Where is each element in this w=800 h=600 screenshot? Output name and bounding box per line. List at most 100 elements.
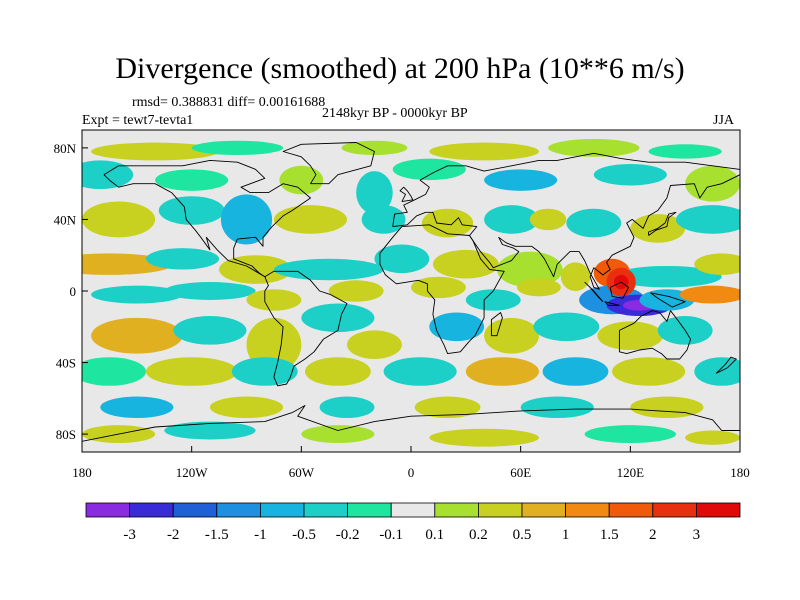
field-contour bbox=[273, 205, 348, 234]
colorbar: -3 -2 -1.5 -1 -0.5 -0.2 -0.1 0.1 0.2 0.5 1 1.5 2 3 bbox=[85, 502, 741, 543]
field-contour bbox=[484, 317, 539, 354]
colorbar-swatch bbox=[390, 502, 436, 518]
coastline-segment bbox=[103, 159, 311, 278]
colorbar-label: 3 bbox=[693, 527, 701, 543]
field-contour bbox=[383, 357, 457, 386]
colorbar-label: 1 bbox=[562, 527, 570, 543]
field-contour bbox=[676, 205, 740, 234]
field-contour bbox=[548, 138, 640, 157]
field-contour bbox=[465, 357, 539, 386]
field-contour bbox=[612, 357, 686, 386]
colorbar-label: 0.5 bbox=[513, 527, 532, 543]
coastline-segment bbox=[618, 310, 692, 360]
colorbar-label: 0.2 bbox=[469, 527, 488, 543]
field-contour bbox=[82, 357, 146, 386]
field-contour bbox=[560, 262, 591, 292]
colorbar-swatch bbox=[172, 502, 218, 518]
coastline-segment bbox=[82, 405, 740, 442]
field-contour bbox=[597, 321, 664, 351]
field-contour bbox=[648, 144, 722, 159]
colorbar-label: 2 bbox=[649, 527, 657, 543]
lon-tick-label: 120W bbox=[176, 465, 209, 480]
field-contour bbox=[191, 140, 284, 156]
field-contour bbox=[164, 421, 256, 440]
field-contour bbox=[158, 196, 225, 225]
colorbar-label: 1.5 bbox=[600, 527, 619, 543]
coastline-segment bbox=[609, 281, 629, 299]
colorbar-swatch bbox=[652, 502, 697, 518]
field-contour bbox=[356, 171, 393, 215]
colorbar-swatch bbox=[565, 502, 610, 518]
field-contour bbox=[432, 249, 499, 279]
experiment-text: Expt = tewt7-tevta1 bbox=[82, 113, 194, 128]
field-contour bbox=[414, 396, 481, 419]
field-contour bbox=[612, 265, 722, 288]
field-contour bbox=[374, 244, 430, 274]
field-contour bbox=[279, 165, 324, 195]
colorbar-swatch bbox=[347, 502, 392, 518]
coastline-segment bbox=[282, 142, 375, 185]
colorbar-label: -3 bbox=[123, 527, 136, 543]
lat-tick-label: 0 bbox=[70, 284, 77, 299]
colorbar-label: 0.1 bbox=[425, 527, 444, 543]
field-contour bbox=[209, 396, 284, 419]
lon-tick-label: 180 bbox=[72, 465, 92, 480]
field-contour bbox=[91, 285, 183, 304]
field-contour bbox=[347, 330, 402, 359]
field-contour bbox=[301, 303, 375, 333]
field-contour bbox=[542, 357, 609, 386]
colorbar-swatch bbox=[259, 502, 305, 518]
coastline-segment bbox=[650, 292, 686, 308]
field-contour bbox=[520, 396, 594, 419]
stats-text: rmsd= 0.388831 diff= 0.00161688 bbox=[132, 95, 326, 110]
colorbar-swatch bbox=[303, 502, 348, 518]
field-contour bbox=[566, 208, 622, 238]
field-contour bbox=[145, 248, 220, 270]
field-contour bbox=[100, 396, 174, 419]
field-contour bbox=[82, 160, 134, 190]
coastline-segment bbox=[490, 312, 503, 337]
field-contour bbox=[429, 428, 539, 447]
lon-tick-label: 60E bbox=[510, 465, 531, 480]
field-contour bbox=[411, 276, 466, 299]
lon-tick-label: 180 bbox=[730, 465, 750, 480]
latitude-ticks: 80N 40N 0 40S 80S bbox=[54, 141, 88, 442]
lat-tick-label: 40N bbox=[54, 212, 77, 227]
field-contour bbox=[328, 280, 384, 302]
field-contour bbox=[529, 208, 567, 231]
field-contour bbox=[155, 169, 229, 191]
field-contour bbox=[484, 169, 558, 191]
coastline-segment bbox=[604, 301, 620, 306]
field-contour bbox=[465, 289, 521, 311]
field-contour bbox=[82, 201, 156, 238]
season-text: JJA bbox=[713, 113, 735, 128]
field-contour bbox=[145, 357, 238, 386]
divergence-field bbox=[82, 130, 740, 452]
field-contour bbox=[694, 253, 740, 275]
field-contour bbox=[231, 357, 298, 386]
longitude-ticks: 180 120W 60W 0 60E 120E 180 bbox=[72, 446, 750, 480]
field-contour bbox=[593, 163, 667, 186]
field-contour bbox=[685, 165, 740, 202]
lon-tick-label: 120E bbox=[617, 465, 645, 480]
colorbar-label: -0.2 bbox=[336, 527, 360, 543]
lat-tick-label: 40S bbox=[56, 356, 76, 371]
colorbar-swatch bbox=[129, 502, 174, 518]
colorbar-label: -2 bbox=[167, 527, 180, 543]
lon-tick-label: 60W bbox=[289, 465, 315, 480]
lon-tick-label: 0 bbox=[408, 465, 415, 480]
field-contour bbox=[429, 142, 539, 161]
field-contour bbox=[685, 430, 740, 445]
field-contour bbox=[273, 258, 384, 281]
colorbar-label: -0.1 bbox=[379, 527, 403, 543]
coastline-segment bbox=[648, 211, 677, 236]
field-contour bbox=[220, 194, 273, 245]
field-contour bbox=[164, 282, 256, 300]
colorbar-label: -0.5 bbox=[292, 527, 316, 543]
colorbar-label: -1.5 bbox=[205, 527, 229, 543]
coastline-segment bbox=[264, 270, 348, 387]
field-contour bbox=[533, 312, 600, 342]
coastline-segment bbox=[715, 356, 737, 374]
colorbar-swatch bbox=[696, 502, 741, 518]
